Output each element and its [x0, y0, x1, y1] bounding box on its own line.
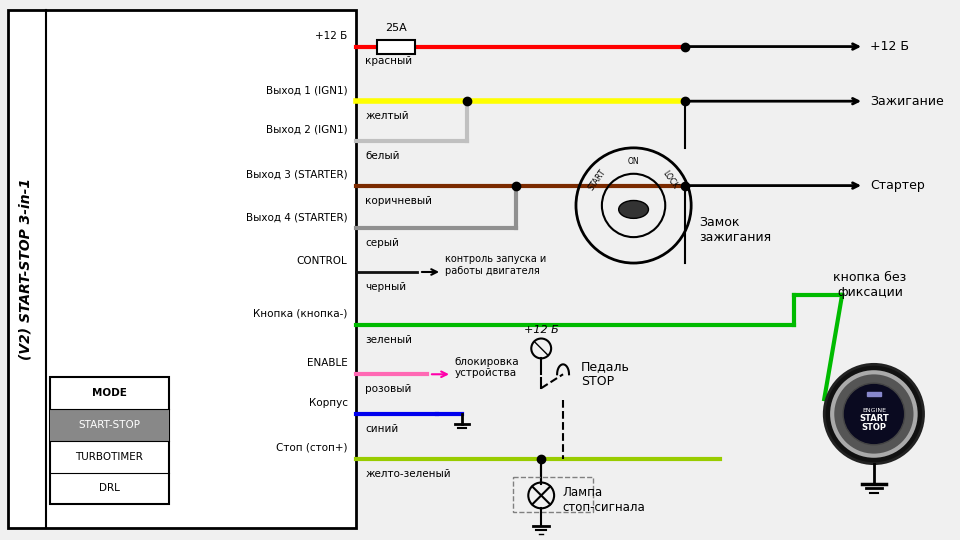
Text: Выход 3 (STARTER): Выход 3 (STARTER)	[246, 170, 348, 180]
Text: розовый: розовый	[366, 384, 412, 394]
Bar	[867, 392, 881, 396]
Text: кнопка без
фиксации: кнопка без фиксации	[833, 271, 906, 299]
Circle shape	[825, 364, 924, 464]
Text: контроль запуска и
работы двигателя: контроль запуска и работы двигателя	[444, 254, 546, 276]
Text: коричневый: коричневый	[366, 195, 432, 206]
Text: Замок
зажигания: Замок зажигания	[699, 217, 771, 244]
Text: черный: черный	[366, 282, 407, 292]
Text: Стартер: Стартер	[870, 179, 924, 192]
Text: LOCK: LOCK	[660, 169, 680, 191]
Text: +12 Б: +12 Б	[315, 31, 348, 40]
Text: Корпус: Корпус	[308, 398, 348, 408]
Text: серый: серый	[366, 238, 399, 248]
Text: 25A: 25A	[385, 23, 407, 32]
Text: Кнопка (кнопка-): Кнопка (кнопка-)	[253, 309, 348, 319]
Text: START-STOP: START-STOP	[78, 420, 140, 430]
Text: Выход 2 (IGN1): Выход 2 (IGN1)	[266, 125, 348, 135]
Text: TURBOTIMER: TURBOTIMER	[75, 451, 143, 462]
Text: STOP: STOP	[861, 423, 886, 433]
Bar	[514, 477, 593, 512]
Text: желтый: желтый	[366, 111, 409, 121]
Text: START: START	[859, 415, 889, 423]
Bar	[50, 409, 169, 441]
Text: START: START	[587, 168, 608, 192]
Text: Зажигание: Зажигание	[870, 94, 944, 107]
Text: (V2) START-STOP 3-in-1: (V2) START-STOP 3-in-1	[19, 178, 33, 360]
Circle shape	[843, 383, 904, 445]
Text: +12 Б: +12 Б	[870, 40, 909, 53]
Bar	[8, 10, 355, 528]
Text: Педаль
STOP: Педаль STOP	[581, 360, 630, 388]
Text: DRL: DRL	[99, 483, 120, 494]
Ellipse shape	[618, 200, 648, 218]
Bar	[377, 39, 415, 53]
Text: желто-зеленый: желто-зеленый	[366, 469, 451, 478]
Text: блокировка
устройства: блокировка устройства	[455, 356, 519, 378]
Text: +12 Б: +12 Б	[524, 325, 559, 335]
Text: красный: красный	[366, 57, 413, 66]
Text: белый: белый	[366, 151, 400, 161]
Bar	[50, 377, 169, 504]
Text: Выход 1 (IGN1): Выход 1 (IGN1)	[266, 85, 348, 95]
Text: синий: синий	[366, 424, 398, 434]
Text: Выход 4 (STARTER): Выход 4 (STARTER)	[246, 212, 348, 222]
Text: MODE: MODE	[92, 388, 127, 398]
Circle shape	[832, 372, 916, 456]
Text: Стоп (стоп+): Стоп (стоп+)	[276, 443, 348, 453]
Text: ENABLE: ENABLE	[307, 359, 348, 368]
Text: ON: ON	[628, 157, 639, 166]
Text: зеленый: зеленый	[366, 335, 413, 345]
Text: ENGINE: ENGINE	[862, 408, 886, 413]
Text: Лампа
стоп-сигнала: Лампа стоп-сигнала	[562, 487, 645, 515]
Text: CONTROL: CONTROL	[297, 256, 348, 266]
